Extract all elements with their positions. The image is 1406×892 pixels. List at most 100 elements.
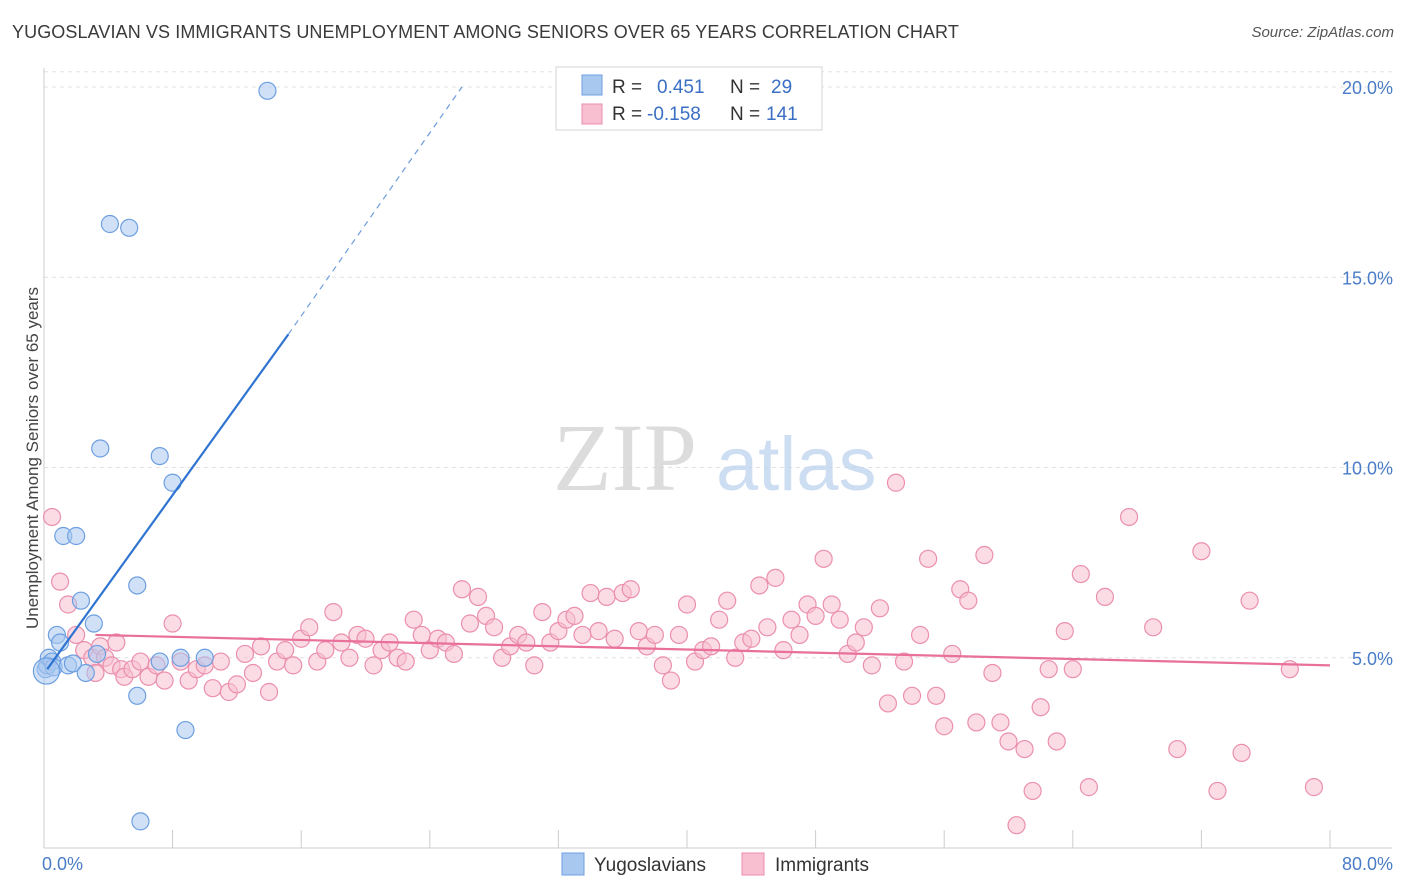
immigrants-point: [677, 595, 697, 614]
immigrants-point: [894, 652, 914, 671]
immigrants-point: [975, 545, 994, 565]
y-tick-label: 10.0%: [1342, 459, 1393, 479]
immigrants-point: [1240, 591, 1259, 610]
legend-r-label-1: R =: [612, 77, 642, 98]
immigrants-point: [332, 633, 351, 652]
yugoslavians-point: [84, 614, 103, 633]
yugoslavians-point: [76, 663, 95, 683]
y-tick-label: 20.0%: [1342, 78, 1393, 98]
yugoslavians-point: [91, 439, 110, 458]
immigrants-point: [468, 587, 488, 606]
immigrants-point: [565, 606, 584, 626]
immigrants-point: [750, 576, 769, 595]
yugoslavians-point: [171, 648, 190, 667]
immigrants-point: [846, 633, 865, 652]
immigrants-point: [790, 625, 809, 645]
immigrants-point: [404, 610, 423, 629]
legend-n-label-1: N =: [730, 77, 760, 98]
immigrants-point: [1023, 781, 1042, 801]
yugoslavians-point: [128, 686, 147, 705]
immigrants-point: [919, 549, 938, 568]
immigrants-point: [886, 473, 906, 492]
bottom-legend-label-immigrants: Immigrants: [775, 855, 869, 876]
immigrants-point: [107, 633, 126, 652]
immigrants-point: [235, 644, 255, 664]
yugoslavians-point: [120, 218, 139, 237]
immigrants-point: [991, 713, 1010, 732]
immigrants-point: [718, 591, 737, 610]
y-tick-label: 5.0%: [1352, 649, 1393, 669]
yugoslavians-point: [67, 526, 86, 546]
legend-swatch-yugoslavians: [581, 74, 603, 96]
immigrants-point: [774, 641, 793, 660]
immigrants-point: [645, 625, 664, 645]
immigrants-point: [935, 717, 954, 736]
immigrants-point: [902, 686, 922, 705]
immigrants-point: [1055, 622, 1074, 641]
immigrants-point: [742, 629, 761, 648]
immigrants-point: [452, 580, 472, 599]
immigrants-point: [653, 656, 672, 675]
immigrants-point: [412, 625, 431, 645]
immigrants-point: [927, 686, 946, 705]
yugoslavians-trend-extension: [287, 86, 463, 335]
immigrants-point: [340, 648, 359, 667]
immigrants-point: [854, 618, 873, 637]
immigrants-point: [661, 671, 681, 690]
immigrants-point: [1192, 542, 1211, 561]
immigrants-point: [669, 625, 689, 645]
immigrants-point: [983, 663, 1002, 683]
y-tick-labels: 5.0% 10.0% 15.0% 20.0%: [1342, 78, 1393, 669]
immigrants-point: [284, 656, 303, 675]
immigrants-point: [870, 599, 890, 618]
immigrants-point: [364, 656, 383, 675]
immigrants-point: [316, 641, 335, 660]
immigrants-point: [324, 602, 343, 622]
immigrants-point: [243, 663, 263, 683]
immigrants-point: [533, 602, 552, 622]
axes: [43, 68, 1392, 849]
immigrants-point: [163, 614, 182, 633]
immigrants-point: [822, 595, 841, 614]
watermark-zip: ZIP: [553, 404, 697, 511]
immigrants-point: [605, 629, 624, 648]
immigrants-point: [1007, 816, 1026, 835]
yugoslavians-point: [71, 591, 91, 610]
immigrants-point: [1047, 732, 1066, 751]
immigrants-point: [1071, 564, 1090, 584]
immigrants-point: [830, 610, 849, 629]
yugoslavians-point: [176, 720, 195, 740]
yugoslavians-point: [131, 812, 150, 831]
immigrants-point: [211, 652, 230, 671]
immigrants-point: [300, 618, 319, 637]
immigrants-point: [806, 606, 825, 626]
immigrants-point: [597, 587, 616, 606]
immigrants-point: [1095, 587, 1115, 606]
chart-source: Source: ZipAtlas.com: [1251, 24, 1394, 41]
immigrants-point: [525, 656, 544, 675]
x-tick-labels: 0.0% 80.0%: [42, 854, 1393, 874]
immigrants-point: [131, 652, 150, 671]
yugoslavians-point: [258, 81, 277, 100]
immigrants-point: [1144, 618, 1163, 637]
immigrants-point: [1079, 778, 1098, 797]
immigrants-point: [155, 671, 174, 690]
immigrants-point: [702, 637, 721, 656]
watermark-atlas: atlas: [716, 422, 877, 507]
yugoslavians-point: [32, 657, 61, 685]
legend-r-value-2: -0.158: [647, 104, 701, 125]
immigrants-point: [581, 583, 600, 603]
immigrants-point: [396, 652, 415, 671]
immigrants-point: [910, 625, 930, 645]
immigrants-point: [1168, 739, 1187, 759]
immigrants-point: [227, 675, 246, 694]
legend-r-value-1: 0.451: [657, 77, 705, 98]
immigrants-point: [814, 549, 833, 568]
legend-r-label-2: R =: [612, 104, 642, 125]
yugoslavians-point: [87, 644, 107, 664]
immigrants-point: [485, 618, 504, 637]
immigrants-point: [629, 622, 648, 641]
immigrants-point: [959, 591, 978, 610]
immigrants-point: [42, 507, 62, 527]
immigrants-point: [621, 580, 640, 599]
